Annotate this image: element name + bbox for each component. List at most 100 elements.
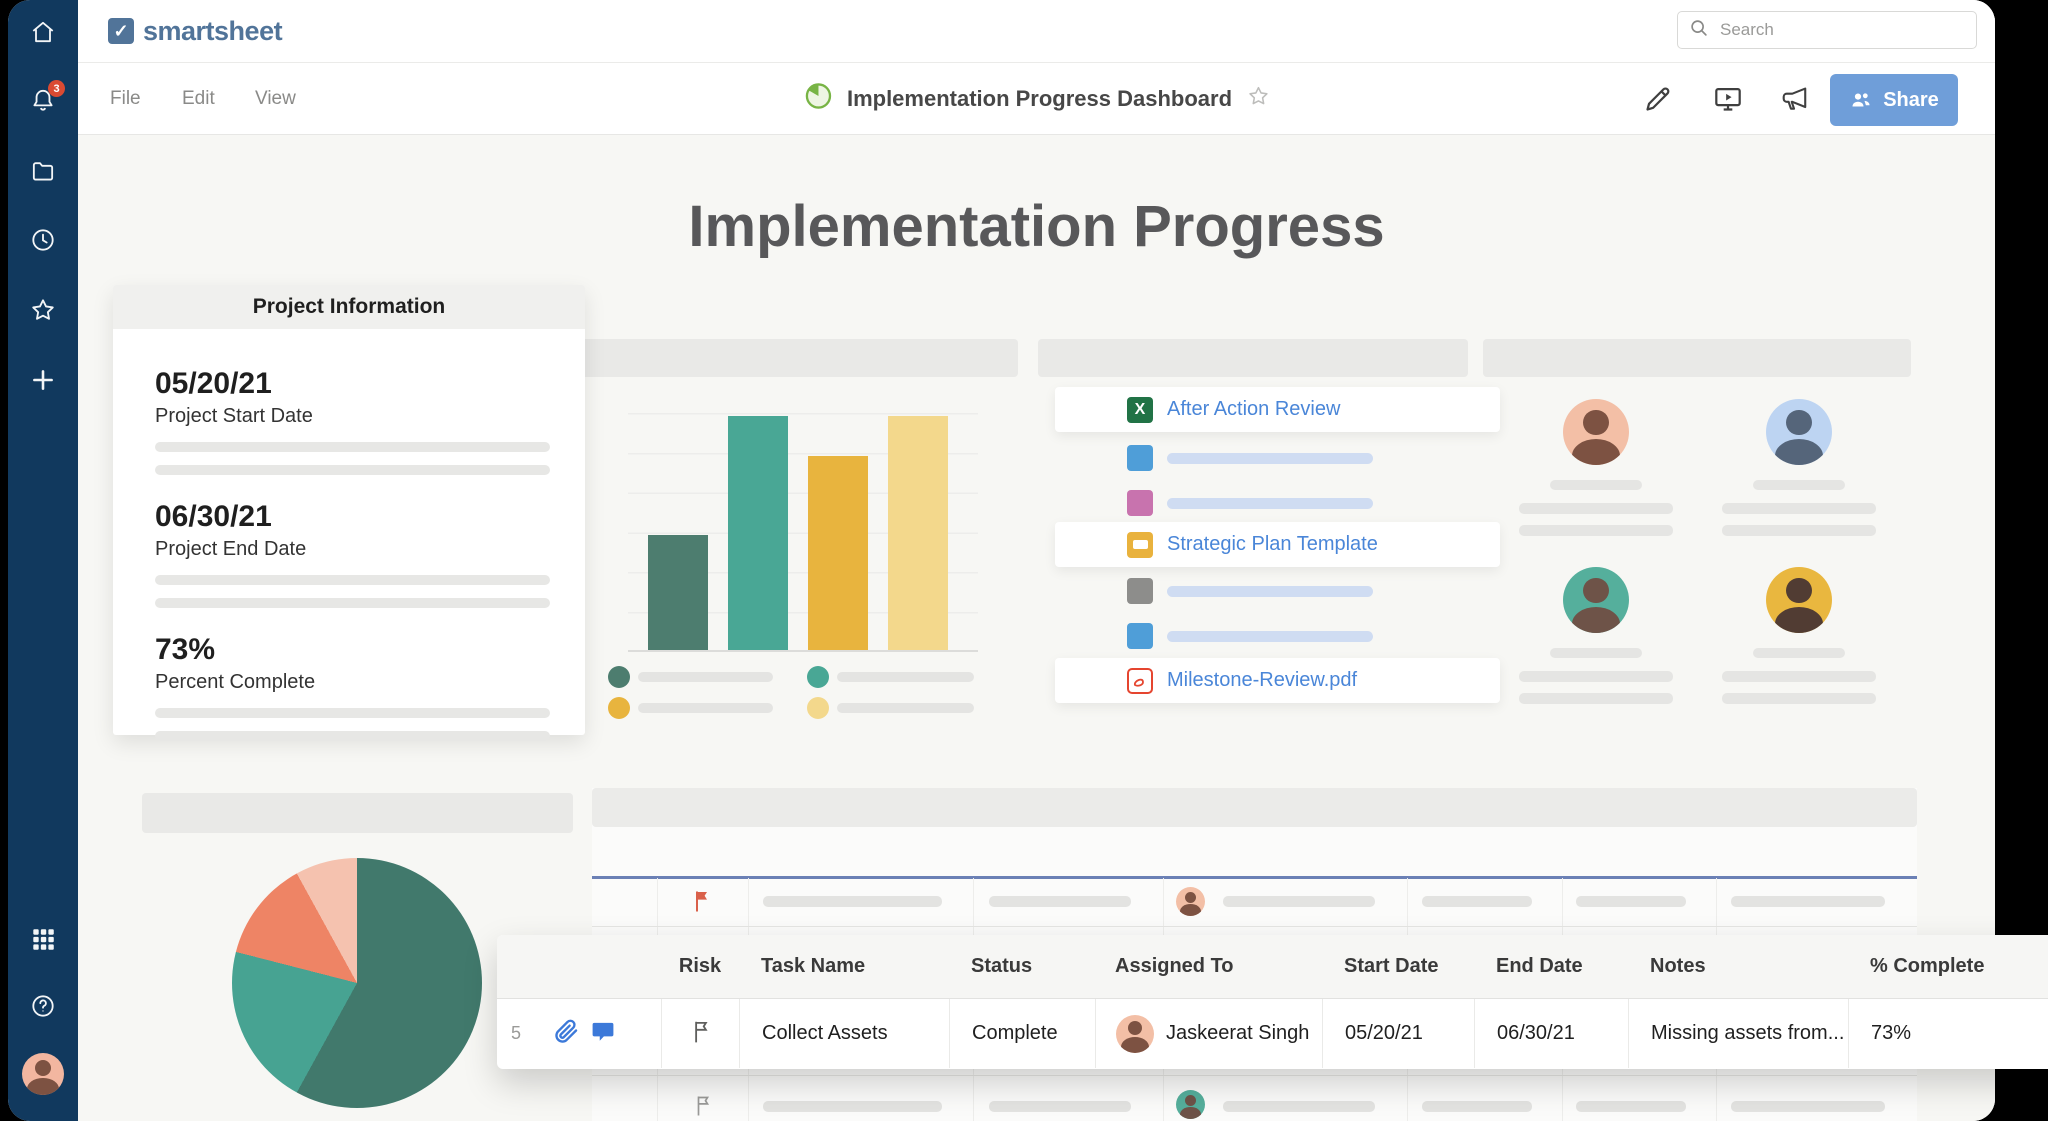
cell-status: Complete xyxy=(949,999,1095,1068)
stat-value: 73% xyxy=(155,633,216,666)
pdf-file-icon xyxy=(1127,667,1153,694)
person-name-placeholder xyxy=(1753,480,1845,490)
bar-series-4 xyxy=(888,416,948,650)
pie-chart xyxy=(232,858,482,1108)
smartsheet-logo-mark-icon: ✓ xyxy=(108,18,134,44)
recents-clock-icon[interactable] xyxy=(29,226,57,254)
person-name-placeholder xyxy=(1550,480,1642,490)
file-link-strategic-plan-template[interactable]: Strategic Plan Template xyxy=(1055,522,1500,567)
person-info-placeholder xyxy=(1519,693,1673,704)
column-header-status: Status xyxy=(971,955,1033,977)
smartsheet-logo: ✓ smartsheet xyxy=(108,16,283,47)
file-link-label[interactable]: Milestone-Review.pdf xyxy=(1167,669,1358,691)
help-icon[interactable] xyxy=(29,992,57,1020)
cell-percent-complete: 73% xyxy=(1848,999,2048,1068)
files-section-title-placeholder xyxy=(1038,339,1468,377)
row-number: 5 xyxy=(511,1023,522,1043)
file-link-after-action-review[interactable]: X After Action Review xyxy=(1055,387,1500,432)
search-box[interactable] xyxy=(1677,11,1977,49)
comment-icon[interactable] xyxy=(590,1018,616,1049)
placeholder-bar xyxy=(155,731,550,741)
cell-placeholder xyxy=(1731,896,1885,907)
dashboard-title: Implementation Progress xyxy=(688,194,1385,259)
excel-file-icon: X xyxy=(1127,396,1153,423)
favorites-star-icon[interactable] xyxy=(29,296,57,324)
person-name-placeholder xyxy=(1753,648,1845,658)
menu-edit[interactable]: Edit xyxy=(182,87,215,109)
column-header-task-name: Task Name xyxy=(761,955,866,977)
create-plus-icon[interactable] xyxy=(29,366,57,394)
legend-dot-3 xyxy=(608,697,630,719)
placeholder-bar xyxy=(155,575,550,585)
share-button[interactable]: Share xyxy=(1830,74,1958,126)
search-input[interactable] xyxy=(1718,19,1948,41)
browse-folder-icon[interactable] xyxy=(29,156,57,184)
stat-project-end-date: 06/30/21 Project End Date xyxy=(155,500,550,608)
person-info-placeholder xyxy=(1519,525,1673,536)
risk-flag-icon[interactable] xyxy=(689,1018,713,1050)
file-link-milestone-review-pdf[interactable]: Milestone-Review.pdf xyxy=(1055,658,1500,703)
person-avatar-2 xyxy=(1766,399,1832,465)
home-icon[interactable] xyxy=(29,18,57,46)
people-section-title-placeholder xyxy=(1483,339,1911,377)
person-avatar-4 xyxy=(1766,567,1832,633)
app-launcher-grid-icon[interactable] xyxy=(29,925,57,953)
assignee-avatar xyxy=(1176,1090,1205,1119)
file-name-placeholder xyxy=(1167,630,1373,642)
present-monitor-play-icon[interactable] xyxy=(1712,83,1744,115)
bar-series-1 xyxy=(648,535,708,650)
share-button-label: Share xyxy=(1883,88,1939,111)
notifications-bell-icon[interactable]: 3 xyxy=(29,80,65,114)
dashboard-type-pie-icon xyxy=(803,81,833,116)
cell-placeholder xyxy=(1422,896,1532,907)
cell-placeholder xyxy=(1223,1101,1375,1112)
edit-pencil-icon[interactable] xyxy=(1642,83,1674,115)
legend-dot-4 xyxy=(807,697,829,719)
file-name-placeholder xyxy=(1167,452,1373,464)
account-avatar[interactable] xyxy=(22,1053,64,1095)
cell-task-name: Collect Assets xyxy=(739,999,949,1068)
cell-notes: Missing assets from... xyxy=(1628,999,1848,1068)
column-header-end-date: End Date xyxy=(1496,955,1583,977)
cell-assigned-to: Jaskeerat Singh xyxy=(1095,999,1322,1068)
menu-view[interactable]: View xyxy=(255,87,296,109)
cell-placeholder xyxy=(763,1101,942,1112)
person-info-placeholder xyxy=(1722,671,1876,682)
gray-flag-icon xyxy=(692,1093,714,1121)
person-info-placeholder xyxy=(1519,503,1673,514)
person-info-placeholder xyxy=(1519,671,1673,682)
cell-risk xyxy=(661,999,739,1068)
cell-end-date: 06/30/21 xyxy=(1474,999,1628,1068)
file-row-placeholder xyxy=(1127,623,1373,649)
document-title: Implementation Progress Dashboard xyxy=(846,85,1233,111)
stat-label: Percent Complete xyxy=(155,671,316,693)
file-row-placeholder xyxy=(1127,445,1373,471)
file-link-label[interactable]: After Action Review xyxy=(1167,398,1341,420)
menu-file[interactable]: File xyxy=(110,87,141,109)
placeholder-bar xyxy=(155,465,550,475)
document-title-group: Implementation Progress Dashboard xyxy=(803,63,1270,134)
person-info-placeholder xyxy=(1722,503,1876,514)
stat-project-start-date: 05/20/21 Project Start Date xyxy=(155,367,550,475)
column-header-percent-complete: % Complete xyxy=(1870,955,1985,977)
cell-placeholder xyxy=(1576,1101,1686,1112)
column-header-risk: Risk xyxy=(678,955,722,977)
table-row[interactable]: 5 Collect Assets Complete Jaskeerat Sing… xyxy=(497,999,2048,1068)
announce-megaphone-icon[interactable] xyxy=(1780,83,1812,115)
cell-placeholder xyxy=(1731,1101,1885,1112)
document-header-bar: File Edit View Implementation Progress D… xyxy=(78,62,1995,135)
person-avatar-1 xyxy=(1563,399,1629,465)
attachment-paperclip-icon[interactable] xyxy=(553,1018,580,1050)
bar-series-2 xyxy=(728,416,788,650)
stat-label: Project End Date xyxy=(155,538,307,560)
pie-section-title-placeholder xyxy=(142,793,573,833)
cell-placeholder xyxy=(989,1101,1131,1112)
file-link-label[interactable]: Strategic Plan Template xyxy=(1167,533,1378,555)
file-row-placeholder xyxy=(1127,578,1373,604)
file-name-placeholder xyxy=(1167,497,1373,509)
bar-chart-section-title-placeholder xyxy=(560,339,1018,377)
table-header-row: Risk Task Name Status Assigned To Start … xyxy=(497,935,2048,999)
placeholder-bar xyxy=(155,598,550,608)
favorite-star-icon[interactable] xyxy=(1246,84,1270,113)
